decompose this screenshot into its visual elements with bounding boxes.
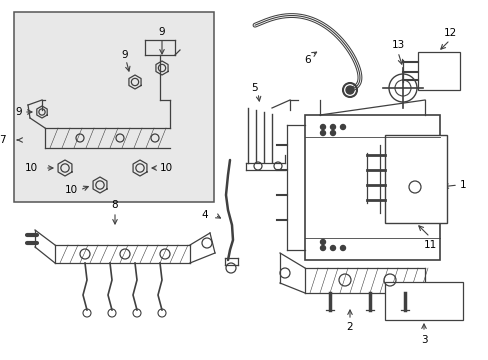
Text: 5: 5	[251, 83, 258, 93]
Circle shape	[320, 239, 325, 244]
Text: 13: 13	[390, 40, 404, 50]
Text: 1: 1	[459, 180, 466, 190]
Circle shape	[320, 246, 325, 251]
Text: 8: 8	[111, 200, 118, 210]
Circle shape	[330, 125, 335, 130]
Text: 9: 9	[159, 27, 165, 37]
Bar	[14, 12, 214, 202]
Text: 10: 10	[160, 163, 173, 173]
Bar	[384, 282, 462, 320]
Circle shape	[320, 130, 325, 135]
Text: 9: 9	[15, 107, 22, 117]
Circle shape	[320, 125, 325, 130]
Circle shape	[330, 246, 335, 251]
Circle shape	[330, 130, 335, 135]
Text: 2: 2	[346, 322, 353, 332]
Text: 3: 3	[420, 335, 427, 345]
Circle shape	[340, 246, 345, 251]
Text: 4: 4	[201, 210, 207, 220]
Bar	[417, 52, 459, 90]
Bar	[305, 115, 439, 260]
Text: 10: 10	[65, 185, 78, 195]
Bar	[384, 135, 446, 223]
Circle shape	[346, 86, 353, 94]
Text: 7: 7	[0, 135, 6, 145]
Text: 10: 10	[25, 163, 38, 173]
Text: 12: 12	[443, 28, 456, 38]
Circle shape	[340, 125, 345, 130]
Text: 11: 11	[423, 240, 436, 250]
Text: 9: 9	[122, 50, 128, 60]
Text: 6: 6	[304, 55, 311, 65]
